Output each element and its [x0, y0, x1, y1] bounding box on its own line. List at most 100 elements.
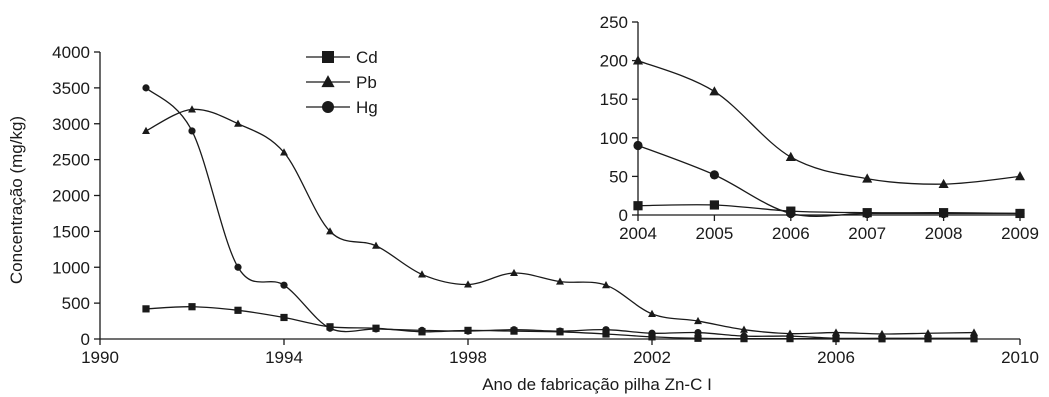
main-y-tick-label: 3500: [52, 79, 90, 98]
main-point-pb: [878, 329, 886, 338]
main-point-hg: [326, 324, 334, 332]
main-point-cd: [602, 330, 610, 338]
inset-y-tick-label: 50: [609, 167, 628, 186]
main-point-pb: [924, 329, 932, 337]
legend-marker-pb: [321, 75, 335, 88]
main-y-tick-label: 1500: [52, 222, 90, 241]
inset-chart: 0 50 100 150 200 250 2004 2005 2006 2007 2008 2009: [600, 13, 1039, 243]
inset-series-line-hg: [637, 144, 1020, 217]
main-point-pb: [556, 277, 564, 285]
main-y-tick-label: 0: [81, 330, 90, 349]
main-series-pb: [142, 105, 978, 338]
main-y-tick-label: 3000: [52, 115, 90, 134]
legend: Cd Pb Hg: [306, 48, 378, 117]
main-point-pb: [510, 268, 518, 277]
main-point-hg: [924, 334, 932, 342]
main-point-hg: [464, 327, 472, 335]
main-y-tick-label: 1000: [52, 258, 90, 277]
main-point-pb: [740, 325, 748, 333]
inset-point-pb: [785, 151, 796, 162]
inset-y-tick-label: 250: [600, 13, 628, 32]
y-axis-title: Concentração (mg/kg): [7, 116, 26, 284]
inset-point-pb: [862, 173, 873, 183]
main-point-hg: [694, 328, 702, 337]
inset-y-tick-label: 0: [619, 206, 628, 225]
main-point-hg: [142, 84, 150, 92]
inset-series-pb: [632, 55, 1026, 189]
inset-x-tick-label: 2006: [772, 224, 810, 243]
main-point-pb: [188, 105, 196, 113]
legend-marker-cd: [322, 51, 334, 63]
main-point-pb: [970, 328, 978, 336]
main-x-tick-label: 1998: [449, 348, 487, 367]
legend-item-hg: Hg: [306, 98, 378, 117]
main-point-cd: [280, 313, 288, 322]
main-x-tick-label: 2002: [633, 348, 671, 367]
x-axis-title: Ano de fabricação pilha Zn-C I: [482, 375, 712, 394]
main-point-hg: [602, 326, 610, 334]
main-point-hg: [372, 325, 380, 333]
main-y-tick-label: 4000: [52, 43, 90, 62]
main-point-hg: [832, 334, 840, 342]
inset-point-pb: [1014, 171, 1026, 181]
main-point-hg: [234, 263, 242, 271]
inset-point-hg: [862, 208, 872, 219]
main-point-cd: [694, 334, 702, 342]
inset-point-hg: [939, 208, 949, 219]
inset-x-tick-label: 2005: [695, 224, 733, 243]
main-x-tick-label: 1994: [265, 348, 303, 367]
inset-point-hg: [1015, 208, 1025, 219]
main-point-pb: [694, 316, 702, 325]
inset-point-pb: [709, 86, 720, 96]
inset-x-tick-label: 2009: [1001, 224, 1039, 243]
main-series-hg: [142, 84, 978, 342]
inset-point-pb: [632, 55, 644, 65]
legend-item-cd: Cd: [306, 48, 378, 67]
main-y-tick-label: 2000: [52, 187, 90, 206]
inset-series-hg: [633, 140, 1025, 219]
main-point-hg: [510, 326, 518, 334]
main-point-hg: [740, 332, 748, 340]
main-point-pb: [372, 241, 380, 249]
inset-point-pb: [938, 178, 949, 189]
main-point-hg: [970, 334, 978, 342]
inset-y-tick-label: 100: [600, 129, 628, 148]
inset-series-line-cd: [637, 204, 1021, 215]
main-point-pb: [280, 148, 288, 156]
legend-label-pb: Pb: [356, 73, 377, 92]
main-y-tick-label: 2500: [52, 151, 90, 170]
main-series-cd: [142, 303, 978, 343]
inset-y-tick-label: 200: [600, 52, 628, 71]
inset-x-tick-label: 2004: [619, 224, 657, 243]
main-point-hg: [280, 281, 288, 289]
main-point-hg: [786, 332, 794, 340]
inset-x-tick-label: 2008: [925, 224, 963, 243]
main-point-hg: [418, 326, 426, 334]
main-y-tick-label: 500: [62, 294, 90, 313]
main-series-line-pb: [145, 108, 975, 335]
main-x-tick-label: 2010: [1001, 348, 1039, 367]
main-point-pb: [648, 309, 656, 317]
main-point-cd: [234, 306, 242, 314]
main-point-cd: [188, 303, 196, 311]
main-point-hg: [556, 327, 564, 335]
inset-point-hg: [709, 170, 720, 180]
inset-x-tick-label: 2007: [848, 224, 886, 243]
main-x-tick-label: 1990: [81, 348, 119, 367]
inset-y-tick-label: 150: [600, 90, 628, 109]
main-point-pb: [464, 280, 472, 288]
inset-point-hg: [633, 140, 643, 151]
main-point-cd: [142, 305, 150, 313]
inset-point-cd: [633, 201, 643, 211]
legend-marker-hg: [322, 101, 334, 113]
main-point-pb: [234, 119, 242, 127]
inset-point-hg: [786, 208, 796, 219]
inset-series-line-pb: [637, 59, 1021, 185]
main-point-pb: [602, 281, 610, 289]
main-point-pb: [326, 227, 334, 235]
legend-item-pb: Pb: [306, 73, 377, 92]
main-x-tick-label: 2006: [817, 348, 855, 367]
legend-label-hg: Hg: [356, 98, 378, 117]
